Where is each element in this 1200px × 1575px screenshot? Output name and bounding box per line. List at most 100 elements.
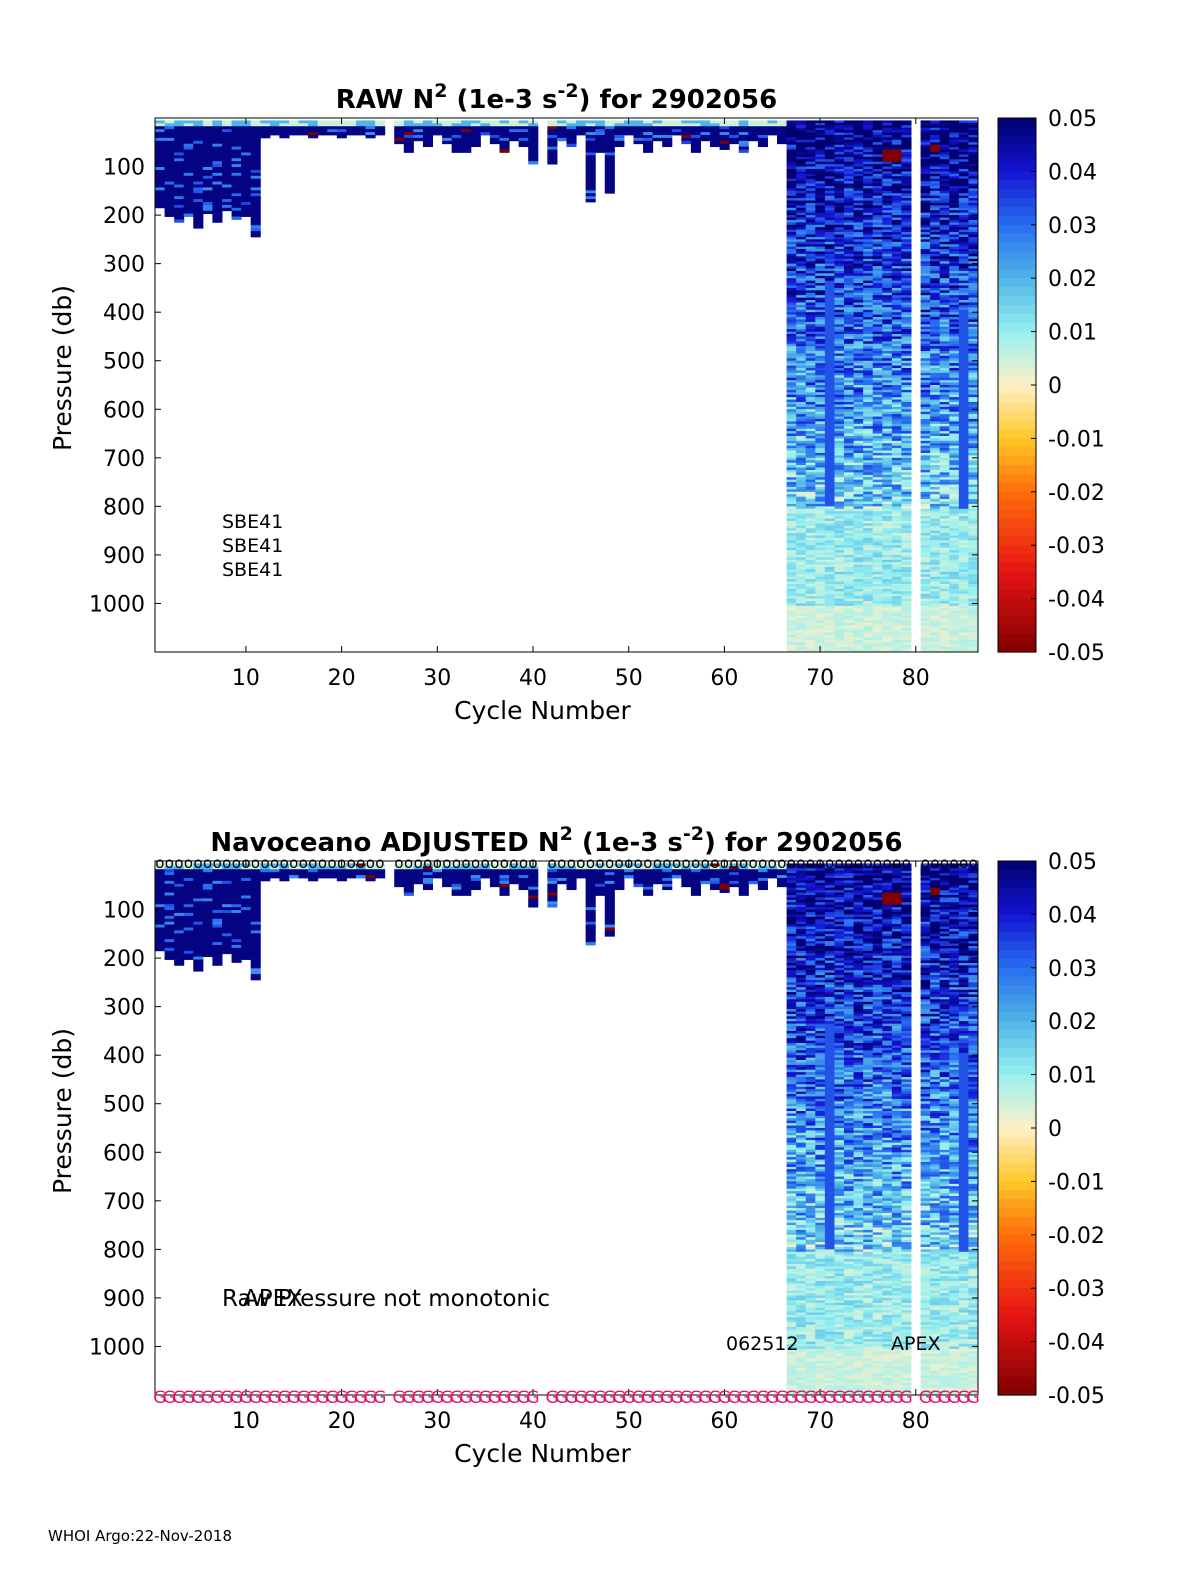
heatmap-cell xyxy=(939,164,950,167)
heatmap-cell xyxy=(853,338,864,342)
heatmap-cell xyxy=(920,353,931,357)
heatmap-cell xyxy=(968,496,979,500)
heatmap-cell xyxy=(834,489,845,493)
heatmap-cell xyxy=(920,249,931,252)
heatmap-cell xyxy=(949,537,960,541)
heatmap-cell xyxy=(796,219,807,223)
heatmap-cell xyxy=(882,385,893,388)
heatmap-cell xyxy=(834,256,845,260)
heatmap-cell xyxy=(786,164,797,167)
heatmap-cell xyxy=(872,300,883,303)
heatmap-cell xyxy=(805,348,816,352)
heatmap-cell xyxy=(193,210,204,215)
heatmap-cell xyxy=(834,448,845,451)
heatmap-cell xyxy=(920,533,931,536)
heatmap-cell xyxy=(882,144,893,148)
heatmap-cell xyxy=(891,545,902,549)
heatmap-cell xyxy=(958,644,969,648)
heatmap-cell xyxy=(824,630,835,633)
heatmap-cell xyxy=(824,406,835,410)
heatmap-cell xyxy=(949,450,960,454)
heatmap-cell xyxy=(202,137,213,142)
heatmap-cell xyxy=(815,494,826,498)
heatmap-cell xyxy=(231,167,242,171)
heatmap-cell xyxy=(643,134,654,139)
heatmap-cell xyxy=(901,370,912,374)
heatmap-cell xyxy=(432,123,443,127)
heatmap-cell xyxy=(308,126,319,130)
heatmap-cell xyxy=(738,120,749,124)
heatmap-cell xyxy=(872,372,883,376)
heatmap-cell xyxy=(844,166,855,170)
heatmap-cell xyxy=(796,283,807,286)
heatmap-cell xyxy=(547,152,558,156)
heatmap-cell xyxy=(815,457,826,461)
heatmap-cell xyxy=(968,625,979,629)
heatmap-cell xyxy=(231,178,242,182)
heatmap-cell xyxy=(901,154,912,158)
heatmap-cell xyxy=(317,120,328,124)
heatmap-cell xyxy=(968,253,979,257)
heatmap-cell xyxy=(949,307,960,311)
heatmap-cell xyxy=(891,542,902,546)
heatmap-cell xyxy=(872,462,883,466)
heatmap-cell xyxy=(872,181,883,184)
heatmap-cell xyxy=(949,586,960,590)
heatmap-cell xyxy=(949,414,960,417)
heatmap-cell xyxy=(872,137,883,141)
heatmap-cell xyxy=(958,239,969,243)
heatmap-cell xyxy=(891,326,902,330)
heatmap-cell xyxy=(882,120,893,124)
heatmap-cell xyxy=(939,530,950,534)
heatmap-cell xyxy=(939,159,950,163)
heatmap-cell xyxy=(815,496,826,500)
heatmap-cell xyxy=(786,452,797,456)
heatmap-cell xyxy=(824,215,835,218)
heatmap-cell xyxy=(930,241,941,245)
chart-panel-1: 10 20 30 40 50 60 70 80100200300400500600700800… xyxy=(48,80,1105,725)
heatmap-cell xyxy=(930,469,941,473)
heatmap-cell xyxy=(949,234,960,238)
heatmap-cell xyxy=(939,627,950,631)
heatmap-cell xyxy=(891,620,902,624)
heatmap-cell xyxy=(882,588,893,592)
heatmap-cell xyxy=(805,533,816,536)
heatmap-cell xyxy=(968,523,979,527)
heatmap-cell xyxy=(863,190,874,194)
heatmap-cell xyxy=(949,351,960,354)
heatmap-cell xyxy=(815,520,826,524)
heatmap-cell xyxy=(863,635,874,638)
heatmap-cell xyxy=(863,302,874,306)
heatmap-cell xyxy=(968,370,979,374)
heatmap-cell xyxy=(853,586,864,590)
heatmap-cell xyxy=(863,343,874,347)
heatmap-cell xyxy=(231,120,242,124)
heatmap-cell xyxy=(968,261,979,265)
heatmap-cell xyxy=(968,545,979,549)
heatmap-cell xyxy=(824,302,835,306)
heatmap-cell xyxy=(844,601,855,604)
heatmap-cell xyxy=(796,615,807,619)
heatmap-cell xyxy=(155,155,166,159)
heatmap-cell xyxy=(958,181,969,184)
heatmap-cell xyxy=(796,173,807,177)
heatmap-cell xyxy=(815,377,826,381)
heatmap-cell xyxy=(930,486,941,490)
heatmap-cell xyxy=(930,193,941,197)
heatmap-cell xyxy=(786,249,797,252)
heatmap-cell xyxy=(796,210,807,214)
heatmap-cell xyxy=(805,358,816,362)
heatmap-cell xyxy=(241,152,252,156)
heatmap-cell xyxy=(815,630,826,633)
heatmap-cell xyxy=(901,263,912,267)
heatmap-cell xyxy=(901,603,912,607)
heatmap-cell xyxy=(891,557,902,561)
heatmap-cell xyxy=(930,644,941,648)
heatmap-cell xyxy=(958,292,969,296)
heatmap-cell xyxy=(193,204,204,209)
heatmap-cell xyxy=(824,217,835,221)
heatmap-cell xyxy=(939,591,950,595)
heatmap-cell xyxy=(958,610,969,614)
heatmap-cell xyxy=(930,137,941,141)
heatmap-cell xyxy=(872,501,883,505)
